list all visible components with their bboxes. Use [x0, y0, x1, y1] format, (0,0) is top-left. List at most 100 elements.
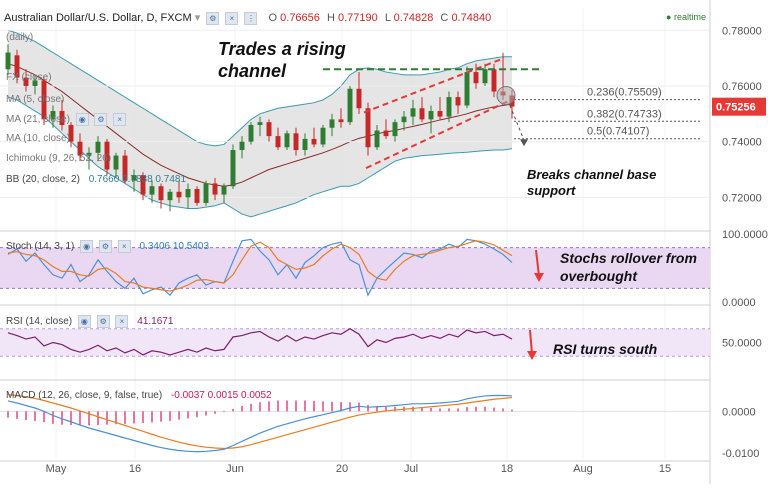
break-marker-circle: [496, 85, 516, 105]
macd-legend[interactable]: MACD (12, 26, close, 9, false, true) -0.…: [6, 390, 272, 401]
rsi-line: [7, 327, 513, 356]
high-label: H: [326, 12, 335, 24]
candle-body: [167, 191, 173, 201]
candle-body: [185, 189, 191, 198]
time-tick-label: Aug: [573, 463, 593, 475]
candle-body: [374, 130, 380, 148]
price-tick-label: 0.78000: [722, 25, 762, 37]
stoch-tick-label: 0.0000: [722, 297, 756, 309]
annotation-line: overbought: [560, 268, 637, 284]
visibility-icon[interactable]: ◉: [75, 113, 89, 126]
break-pointer-line: [509, 105, 525, 141]
low-label: L: [384, 12, 391, 24]
macd-line: [7, 394, 513, 453]
annotation-line: support: [527, 183, 576, 198]
rsi-value: 41.1671: [137, 316, 174, 328]
time-tick-label: May: [46, 463, 67, 475]
dropdown-caret-icon[interactable]: ▾: [194, 12, 201, 24]
candle-body: [95, 141, 101, 153]
candle-body: [104, 141, 110, 170]
candle-body: [446, 97, 452, 117]
visibility-icon[interactable]: ◉: [80, 240, 94, 253]
close-icon[interactable]: ×: [225, 11, 239, 25]
visibility-icon[interactable]: ◉: [77, 315, 91, 328]
overlay-row-4[interactable]: MA (21, close) ◉ ⚙ ×: [6, 113, 127, 126]
overlay-row-6[interactable]: Ichimoku (9, 26, 52, 26): [6, 153, 111, 164]
close-icon[interactable]: ×: [115, 315, 129, 328]
overlay-row-3[interactable]: MA (5, close): [6, 94, 64, 105]
current-price-tag: [712, 97, 766, 116]
candle-body: [437, 111, 443, 117]
overlay-label: MA (10, close): [6, 133, 70, 144]
time-tick-label: Jul: [404, 463, 418, 475]
bollinger-lower-line: [7, 96, 513, 218]
rsi-down-arrow-head: [527, 351, 537, 360]
fib-level-label: 0.5(0.74107): [587, 126, 649, 138]
overlay-row-1[interactable]: (daily): [6, 32, 33, 43]
time-tick-label: 16: [129, 463, 141, 475]
close-icon[interactable]: ×: [117, 240, 131, 253]
candle-body: [410, 108, 416, 117]
annotation-line: RSI turns south: [553, 341, 658, 357]
stoch-tick-label: 100.0000: [722, 229, 768, 241]
price-tick-label: 0.74000: [722, 137, 762, 149]
candle-body: [68, 124, 74, 142]
candle-body: [23, 77, 29, 86]
candle-body: [122, 155, 128, 181]
macd-tick-label: -0.0100: [722, 448, 759, 460]
settings-icon[interactable]: ⚙: [96, 315, 110, 328]
overlay-label: BB (20, close, 2): [6, 174, 80, 185]
candle-body: [401, 116, 407, 123]
annotation-line: Stochs rollover from: [560, 250, 697, 266]
candle-body: [392, 122, 398, 137]
overlay-row-5[interactable]: MA (10, close): [6, 133, 70, 144]
candle-body: [473, 72, 479, 84]
overlay-label: MA (21, close): [6, 114, 70, 126]
candle-body: [365, 108, 371, 148]
close-icon[interactable]: ×: [113, 113, 127, 126]
realtime-status: ● realtime: [666, 12, 706, 22]
candle-body: [140, 175, 146, 195]
candle-body: [293, 133, 299, 151]
close-value: 0.74840: [451, 12, 492, 24]
candle-body: [230, 150, 236, 187]
candle-body: [176, 191, 182, 198]
moving-average-line: [7, 63, 513, 187]
more-icon[interactable]: ⋮: [244, 11, 258, 25]
macd-values: -0.0037 0.0015 0.0052: [170, 390, 272, 401]
candle-body: [32, 80, 38, 86]
candle-body: [428, 111, 434, 120]
stoch-annotation: Stochs rollover from overbought: [560, 249, 697, 285]
settings-icon[interactable]: ⚙: [98, 240, 112, 253]
candle-body: [275, 136, 281, 148]
bollinger-upper-line: [7, 29, 512, 147]
rsi-legend[interactable]: RSI (14, close) ◉ ⚙ × 41.1671: [6, 315, 173, 328]
candle-body: [482, 69, 488, 84]
candle-body: [302, 138, 308, 151]
low-value: 0.74828: [393, 12, 434, 24]
time-tick-label: Jun: [226, 463, 244, 475]
rsi-annotation: RSI turns south: [553, 341, 657, 357]
stoch-down-arrow-head: [534, 273, 544, 282]
settings-icon[interactable]: ⚙: [206, 11, 220, 25]
candle-body: [212, 183, 218, 195]
symbol-title[interactable]: Australian Dollar/U.S. Dollar, D, FXCM: [4, 12, 192, 24]
chart-header: Australian Dollar/U.S. Dollar, D, FXCM ▾…: [4, 11, 491, 25]
time-tick-label: 18: [501, 463, 513, 475]
stoch-down-arrow: [535, 249, 540, 277]
annotation-line: channel: [218, 61, 287, 81]
candle-body: [248, 124, 254, 142]
close-label: C: [440, 12, 449, 24]
overlay-row-7[interactable]: BB (20, close, 2) 0.7660 0.7838 0.7481: [6, 174, 186, 185]
candle-body: [257, 122, 263, 125]
settings-icon[interactable]: ⚙: [94, 113, 108, 126]
candle-body: [419, 108, 425, 120]
overlay-label: FX (close): [6, 72, 52, 83]
candle-body: [356, 88, 362, 109]
stoch-legend[interactable]: Stoch (14, 3, 1) ◉ ⚙ × 0.3406 10.5403: [6, 240, 209, 253]
overlay-row-2[interactable]: FX (close): [6, 72, 52, 83]
time-tick-label: 20: [336, 463, 348, 475]
open-value: 0.76656: [280, 12, 320, 24]
stoch-d-line: [7, 240, 513, 292]
